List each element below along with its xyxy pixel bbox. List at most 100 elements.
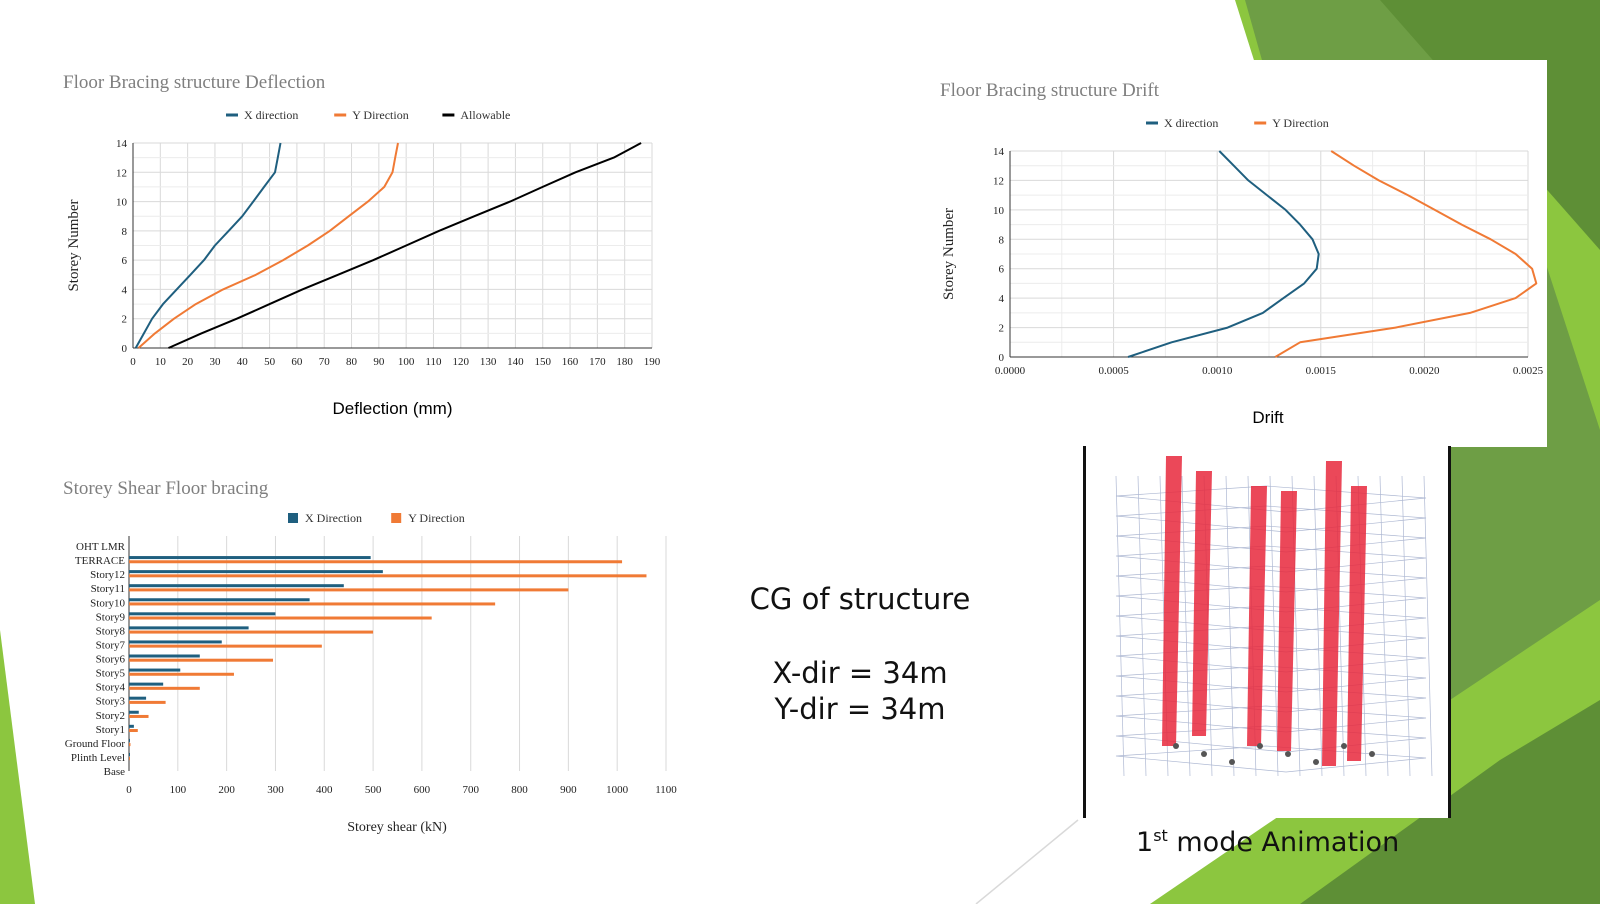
y-tick-label: 4 [999, 293, 1005, 305]
legend-label: Y Direction [408, 511, 465, 525]
support-node [1257, 743, 1263, 749]
x-tick-label: 1000 [606, 784, 629, 796]
x-tick-label: 20 [182, 356, 194, 368]
floor-grid [1115, 605, 1427, 633]
floor-grid [1115, 565, 1427, 593]
mode-animation-caption: 1st mode Animation [1136, 826, 1399, 858]
floor-grid [1115, 525, 1427, 553]
series-line-x-direction [1127, 150, 1320, 358]
deflection-chart: 0 10 20 30 40 50 60 70 80 90 100 110 120 130 140 150 160… [66, 108, 661, 418]
x-tick-label: 0.0020 [1409, 365, 1440, 377]
shear-chart: 0 100 200 300 400 500 600 700 800 900 1000 1100 OHT … [65, 511, 677, 835]
legend-label: Y Direction [1272, 116, 1329, 130]
category-label: Story3 [96, 696, 126, 708]
x-tick-label: 0.0015 [1306, 365, 1337, 377]
frame-column [1181, 475, 1191, 777]
floor-grid [1115, 485, 1427, 513]
x-tick-label: 30 [209, 356, 221, 368]
mode-animation-image [1083, 446, 1451, 818]
cg-y-dir: Y-dir = 34m [774, 692, 946, 726]
x-tick-label: 300 [267, 784, 284, 796]
x-axis-title: Storey shear (kN) [347, 820, 447, 835]
y-tick-label: 6 [122, 255, 128, 267]
bar-x-direction [129, 724, 134, 728]
y-axis-title: Storey Number [941, 208, 957, 300]
category-label: Plinth Level [71, 752, 125, 764]
category-label: OHT LMR [76, 541, 126, 553]
support-node [1229, 759, 1235, 765]
x-tick-label: 150 [534, 356, 551, 368]
x-tick-label: 0.0005 [1098, 365, 1129, 377]
x-tick-label: 500 [365, 784, 382, 796]
x-tick-label: 800 [511, 784, 528, 796]
bar-y-direction [129, 560, 623, 564]
bar-y-direction [129, 574, 647, 578]
y-axis-title: Storey Number [66, 199, 82, 291]
x-tick-label: 100 [170, 784, 187, 796]
category-label: Story2 [96, 710, 125, 722]
category-label: Ground Floor [65, 738, 126, 750]
shear-wall-core [1162, 456, 1182, 746]
cg-title: CG of structure [749, 582, 971, 616]
bar-x-direction [129, 556, 371, 560]
category-label: Story9 [96, 611, 126, 623]
bar-x-direction [129, 682, 164, 686]
x-tick-label: 130 [480, 356, 497, 368]
x-tick-label: 600 [414, 784, 431, 796]
bar-x-direction [129, 710, 139, 714]
floor-grid [1115, 745, 1427, 773]
x-tick-label: 10 [155, 356, 167, 368]
x-tick-label: 700 [462, 784, 479, 796]
bar-x-direction [129, 752, 130, 756]
category-label: Base [104, 766, 126, 778]
floor-grid [1115, 725, 1427, 753]
mode-caption-suffix: st [1153, 826, 1168, 845]
x-tick-label: 110 [425, 356, 442, 368]
x-tick-label: 140 [507, 356, 524, 368]
x-tick-label: 120 [453, 356, 470, 368]
drift-chart: 0.0000 0.0005 0.0010 0.0015 0.0020 0.0025 0 2 4 6… [941, 116, 1544, 427]
floor-grid [1115, 705, 1427, 733]
support-node [1285, 751, 1291, 757]
frame-column [1313, 475, 1323, 777]
shear-wall-core [1277, 491, 1297, 751]
category-label: Story7 [96, 639, 126, 651]
support-node [1369, 751, 1375, 757]
drift-chart-title: Floor Bracing structure Drift [940, 80, 1159, 101]
x-tick-label: 0.0010 [1202, 365, 1233, 377]
legend-swatch [288, 513, 298, 523]
category-label: Story8 [96, 625, 126, 637]
x-tick-label: 90 [373, 356, 385, 368]
category-label: Story11 [91, 583, 125, 595]
x-tick-label: 80 [346, 356, 358, 368]
floor-grid [1115, 645, 1427, 673]
y-tick-label: 4 [122, 284, 128, 296]
shear-wall-core [1347, 486, 1367, 761]
cg-x-dir: X-dir = 34m [772, 656, 948, 690]
x-tick-label: 50 [264, 356, 276, 368]
x-axis-title: Drift [1252, 408, 1283, 427]
bar-y-direction [129, 686, 200, 690]
bg-thin-line [975, 819, 1079, 904]
category-label: Story4 [96, 682, 126, 694]
y-tick-label: 10 [116, 197, 128, 209]
support-node [1341, 743, 1347, 749]
floor-grid [1115, 585, 1427, 613]
x-axis-title: Deflection (mm) [333, 399, 453, 418]
y-tick-label: 12 [116, 167, 127, 179]
x-tick-label: 200 [218, 784, 235, 796]
series-line-allowable [168, 142, 642, 349]
frame-column [1269, 475, 1279, 777]
bar-x-direction [129, 598, 310, 602]
bar-x-direction [129, 640, 222, 644]
bar-x-direction [129, 738, 130, 742]
x-tick-label: 0 [126, 784, 132, 796]
y-tick-label: 2 [999, 323, 1005, 335]
x-tick-label: 160 [562, 356, 579, 368]
bar-y-direction [129, 602, 496, 606]
x-tick-label: 170 [589, 356, 606, 368]
support-node [1173, 743, 1179, 749]
frame-column [1137, 475, 1147, 777]
series-line-y-direction [137, 142, 399, 349]
deflection-chart-title: Floor Bracing structure Deflection [63, 72, 326, 93]
